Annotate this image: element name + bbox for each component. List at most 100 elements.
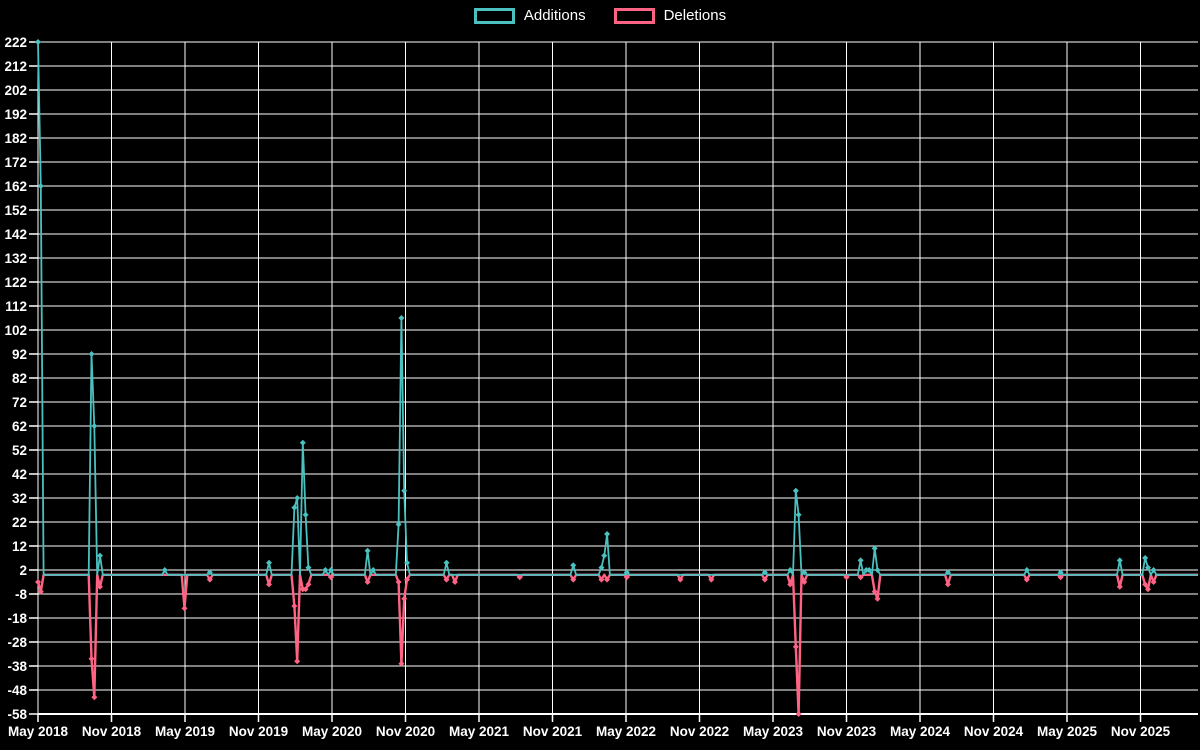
deletions-point bbox=[37, 588, 44, 595]
y-tick-label: 42 bbox=[12, 467, 27, 482]
additions-point bbox=[792, 487, 799, 494]
deletions-point bbox=[364, 579, 371, 585]
deletions-point bbox=[570, 576, 577, 583]
y-tick-label: 222 bbox=[4, 35, 27, 50]
y-tick-label: 172 bbox=[4, 155, 27, 170]
legend-item-additions[interactable]: Additions bbox=[473, 7, 586, 24]
additions-point bbox=[944, 569, 951, 576]
deletions-line bbox=[36, 573, 1198, 716]
additions-point bbox=[88, 351, 95, 357]
deletions-point bbox=[88, 655, 95, 662]
additions-point bbox=[404, 559, 411, 566]
deletions-point bbox=[761, 576, 768, 583]
y-tick-label: 202 bbox=[4, 83, 27, 98]
additions-point bbox=[1116, 557, 1123, 564]
x-tick-label: May 2019 bbox=[155, 724, 215, 739]
x-tick-label: Nov 2022 bbox=[670, 724, 729, 739]
additions-point bbox=[601, 552, 608, 559]
additions-point bbox=[294, 495, 301, 501]
y-tick-label: 162 bbox=[4, 179, 27, 194]
additions-point bbox=[161, 567, 168, 573]
additions-point bbox=[37, 183, 44, 189]
deletions-point bbox=[398, 660, 405, 667]
y-tick-label: 2 bbox=[19, 563, 27, 578]
deletions-point bbox=[801, 579, 808, 585]
deletions-point bbox=[96, 583, 103, 590]
additions-point bbox=[801, 569, 808, 576]
additions-point bbox=[874, 567, 881, 573]
x-tick-label: Nov 2023 bbox=[817, 724, 877, 739]
y-tick-label: 212 bbox=[4, 59, 27, 74]
y-tick-label: 72 bbox=[12, 395, 27, 410]
x-tick-label: Nov 2020 bbox=[376, 724, 435, 739]
additions-point bbox=[291, 504, 298, 511]
deletions-point bbox=[944, 581, 951, 588]
x-tick-label: Nov 2019 bbox=[229, 724, 288, 739]
additions-point bbox=[395, 521, 402, 528]
additions-point bbox=[857, 557, 864, 564]
additions-point bbox=[623, 569, 630, 576]
deletions-point bbox=[1057, 574, 1064, 581]
y-tick-label: 82 bbox=[12, 371, 27, 386]
y-tick-label: -8 bbox=[15, 587, 27, 602]
additions-line bbox=[37, 41, 1198, 576]
additions-point bbox=[787, 567, 794, 573]
deletions-point bbox=[451, 579, 458, 585]
y-tick-label: 92 bbox=[12, 347, 27, 362]
y-tick-label: 192 bbox=[4, 107, 27, 122]
deletions-point bbox=[35, 579, 41, 585]
y-tick-label: -38 bbox=[7, 659, 27, 674]
y-tick-label: -48 bbox=[7, 683, 27, 698]
deletions-point bbox=[1144, 586, 1151, 593]
x-tick-label: May 2020 bbox=[302, 724, 362, 739]
deletions-point bbox=[857, 574, 864, 581]
additions-point bbox=[871, 545, 878, 552]
y-tick-label: 132 bbox=[4, 251, 27, 266]
y-tick-label: 102 bbox=[4, 323, 27, 338]
y-tick-label: 142 bbox=[4, 227, 27, 242]
deletions-point bbox=[708, 576, 715, 583]
deletions-point bbox=[1023, 576, 1030, 583]
x-tick-label: Nov 2025 bbox=[1111, 724, 1171, 739]
additions-point bbox=[299, 439, 306, 446]
deletions-point bbox=[327, 574, 334, 581]
additions-point bbox=[1057, 569, 1064, 576]
x-tick-label: May 2025 bbox=[1037, 724, 1098, 739]
x-tick-label: May 2023 bbox=[743, 724, 804, 739]
deletions-point bbox=[91, 694, 98, 701]
legend-item-deletions[interactable]: Deletions bbox=[613, 7, 727, 24]
additions-point bbox=[305, 564, 312, 571]
deletions-point bbox=[443, 576, 450, 583]
x-tick-label: May 2018 bbox=[8, 724, 69, 739]
additions-point bbox=[322, 567, 329, 573]
additions-point bbox=[604, 531, 611, 537]
additions-point bbox=[1142, 555, 1149, 561]
additions-point bbox=[302, 511, 309, 518]
y-tick-label: 182 bbox=[4, 131, 27, 146]
deletions-point bbox=[302, 586, 309, 593]
additions-point bbox=[1144, 564, 1151, 571]
additions-point bbox=[266, 559, 273, 566]
y-tick-label: 12 bbox=[12, 539, 27, 554]
deletions-point bbox=[874, 595, 881, 602]
deletions-swatch bbox=[613, 7, 655, 24]
y-tick-label: -18 bbox=[7, 611, 27, 626]
additions-point bbox=[570, 562, 577, 569]
legend-label-deletions: Deletions bbox=[663, 7, 727, 24]
deletions-point bbox=[294, 658, 301, 665]
additions-point bbox=[443, 559, 450, 566]
x-tick-label: May 2022 bbox=[596, 724, 656, 739]
x-tick-label: May 2021 bbox=[449, 724, 510, 739]
deletions-point bbox=[266, 581, 273, 588]
additions-point bbox=[364, 547, 371, 554]
x-tick-label: Nov 2021 bbox=[523, 724, 583, 739]
additions-point bbox=[1150, 567, 1157, 573]
x-tick-label: May 2024 bbox=[890, 724, 951, 739]
deletions-point bbox=[404, 576, 411, 583]
additions-point bbox=[327, 567, 334, 573]
additions-point bbox=[398, 315, 405, 321]
additions-point bbox=[35, 39, 41, 45]
additions-point bbox=[1023, 567, 1030, 573]
